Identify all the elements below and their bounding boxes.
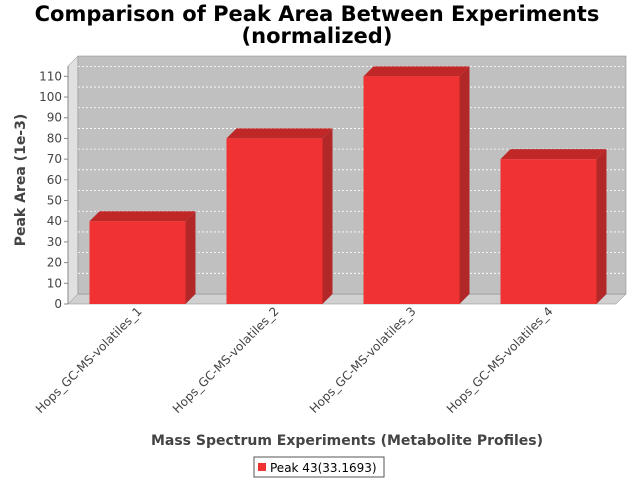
chart-title: Comparison of Peak Area Between Experime…	[35, 2, 600, 26]
bar-top	[226, 128, 333, 139]
bar-front	[500, 159, 597, 304]
y-axis: 0 10 20 30 40 50 60 70 80 90 100 110	[39, 66, 69, 311]
y-tick-label: 20	[47, 256, 62, 270]
x-axis-label: Mass Spectrum Experiments (Metabolite Pr…	[151, 433, 543, 449]
y-tick-label: 110	[39, 69, 62, 83]
bar-top	[89, 211, 196, 222]
legend-entry: Peak 43(33.1693)	[270, 461, 377, 475]
y-tick-label: 0	[54, 297, 62, 311]
y-tick-label: 80	[47, 131, 62, 145]
bar-side	[322, 128, 333, 304]
bar-side	[185, 211, 196, 304]
bar	[363, 66, 470, 304]
bar	[89, 211, 196, 304]
legend: Peak 43(33.1693)	[253, 456, 385, 478]
bar-side	[459, 66, 470, 304]
bar-front	[363, 76, 460, 304]
y-tick-label: 90	[47, 111, 62, 125]
y-tick-label: 10	[47, 276, 62, 290]
y-tick-label: 40	[47, 214, 62, 228]
x-tick-label: Hops_GC-MS-volatiles_4	[444, 304, 556, 416]
legend-swatch	[258, 463, 266, 471]
plot-wall	[67, 55, 79, 305]
x-axis: Hops_GC-MS-volatiles_1 Hops_GC-MS-volatil…	[33, 304, 556, 416]
legend-box	[253, 456, 385, 478]
y-tick-label: 60	[47, 173, 62, 187]
bar	[226, 128, 333, 304]
bar	[500, 149, 607, 304]
x-tick-label: Hops_GC-MS-volatiles_1	[33, 304, 145, 416]
bars	[89, 66, 607, 304]
y-tick-label: 70	[47, 152, 62, 166]
bar-top	[500, 149, 607, 160]
chart-subtitle: (normalized)	[242, 24, 393, 48]
bar-front	[226, 138, 323, 304]
x-tick-label: Hops_GC-MS-volatiles_3	[307, 304, 419, 416]
y-tick-label: 30	[47, 235, 62, 249]
bar-front	[89, 221, 186, 304]
x-tick-label: Hops_GC-MS-volatiles_2	[170, 304, 282, 416]
bar-top	[363, 66, 470, 77]
bar-side	[596, 149, 607, 304]
y-tick-label: 100	[39, 90, 62, 104]
y-axis-label: Peak Area (1e-3)	[13, 114, 29, 247]
y-tick-label: 50	[47, 194, 62, 208]
